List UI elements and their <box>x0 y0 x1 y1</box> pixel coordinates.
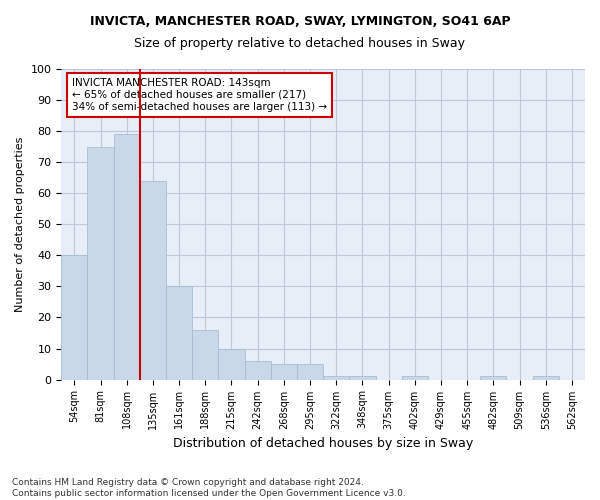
Bar <box>349 376 376 380</box>
Bar <box>245 361 271 380</box>
Bar <box>480 376 506 380</box>
Bar <box>271 364 297 380</box>
Bar <box>323 376 349 380</box>
Text: INVICTA MANCHESTER ROAD: 143sqm
← 65% of detached houses are smaller (217)
34% o: INVICTA MANCHESTER ROAD: 143sqm ← 65% of… <box>72 78 327 112</box>
Bar <box>297 364 323 380</box>
Text: Contains HM Land Registry data © Crown copyright and database right 2024.
Contai: Contains HM Land Registry data © Crown c… <box>12 478 406 498</box>
Bar <box>166 286 192 380</box>
Bar <box>140 181 166 380</box>
Bar <box>192 330 218 380</box>
Bar <box>533 376 559 380</box>
Text: Size of property relative to detached houses in Sway: Size of property relative to detached ho… <box>134 38 466 51</box>
Bar <box>218 348 245 380</box>
Bar <box>61 256 88 380</box>
X-axis label: Distribution of detached houses by size in Sway: Distribution of detached houses by size … <box>173 437 473 450</box>
Bar <box>113 134 140 380</box>
Bar <box>401 376 428 380</box>
Bar <box>88 146 113 380</box>
Y-axis label: Number of detached properties: Number of detached properties <box>15 136 25 312</box>
Text: INVICTA, MANCHESTER ROAD, SWAY, LYMINGTON, SO41 6AP: INVICTA, MANCHESTER ROAD, SWAY, LYMINGTO… <box>89 15 511 28</box>
